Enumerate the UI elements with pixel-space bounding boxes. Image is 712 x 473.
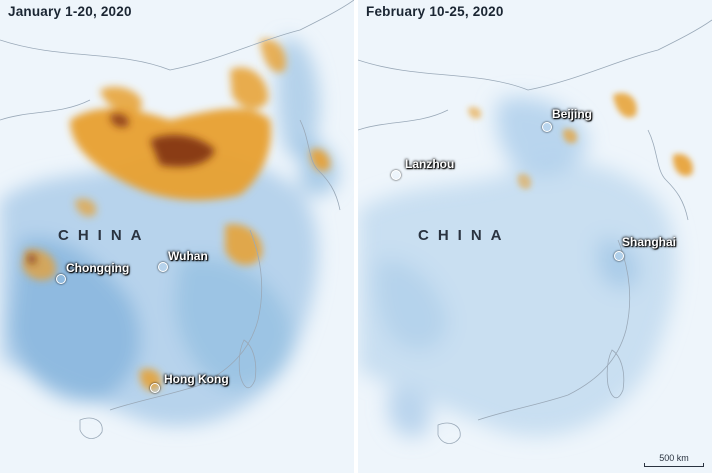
boundaries (358, 19, 712, 444)
city-marker-hong-kong (150, 383, 160, 393)
scale-bar-label: 500 km (659, 453, 689, 463)
city-marker-beijing (542, 122, 552, 132)
no2-map-after (358, 0, 712, 473)
panel-divider (354, 0, 358, 473)
scale-bar: 500 km (644, 453, 704, 467)
map-panel-after: February 10-25, 2020 CHINA Beijing Lanzh… (358, 0, 712, 473)
scale-bar-line (644, 463, 704, 467)
city-label-shanghai: Shanghai (622, 235, 677, 249)
panel-title-after: February 10-25, 2020 (366, 4, 504, 19)
panel-title-before: January 1-20, 2020 (8, 4, 132, 19)
city-label-lanzhou: Lanzhou (405, 157, 455, 171)
boundaries (0, 0, 354, 439)
no2-medium-concentration (468, 92, 693, 190)
city-marker-shanghai (614, 251, 624, 261)
city-label-wuhan: Wuhan (168, 249, 208, 263)
city-marker-chongqing (56, 274, 66, 284)
city-marker-wuhan (158, 262, 168, 272)
no2-high-concentration (27, 113, 215, 265)
country-label-before: CHINA (58, 227, 151, 244)
city-label-hong-kong: Hong Kong (164, 372, 229, 386)
city-label-chongqing: Chongqing (66, 261, 130, 275)
no2-map-before (0, 0, 354, 473)
country-label-after: CHINA (418, 227, 511, 244)
city-label-beijing: Beijing (552, 107, 593, 121)
no2-low-haze (358, 97, 677, 438)
city-marker-lanzhou (391, 170, 401, 180)
map-panel-before: January 1-20, 2020 CHINA Chongqing Wuhan… (0, 0, 354, 473)
